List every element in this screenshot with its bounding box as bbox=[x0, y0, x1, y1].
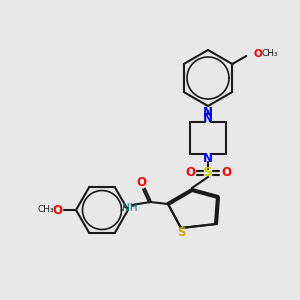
Text: CH₃: CH₃ bbox=[38, 206, 54, 214]
Text: NH: NH bbox=[122, 203, 138, 213]
Text: O: O bbox=[136, 176, 146, 190]
Text: N: N bbox=[203, 112, 213, 124]
Text: S: S bbox=[177, 226, 185, 239]
Text: O: O bbox=[254, 49, 262, 59]
Text: O: O bbox=[221, 167, 231, 179]
Text: N: N bbox=[203, 152, 213, 164]
Text: O: O bbox=[185, 167, 195, 179]
Text: N: N bbox=[203, 106, 213, 119]
Text: CH₃: CH₃ bbox=[262, 50, 279, 58]
Text: O: O bbox=[52, 203, 62, 217]
Text: S: S bbox=[203, 167, 213, 179]
